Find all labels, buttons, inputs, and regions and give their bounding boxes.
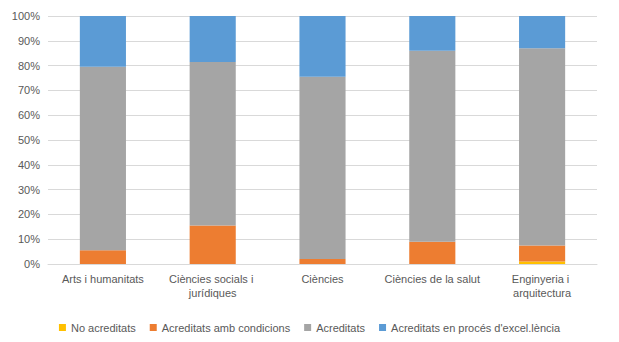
- svg-text:Acreditats en procés d'excel.l: Acreditats en procés d'excel.lència: [391, 322, 561, 334]
- svg-text:70%: 70%: [18, 84, 40, 96]
- svg-text:90%: 90%: [18, 35, 40, 47]
- svg-text:40%: 40%: [18, 159, 40, 171]
- svg-text:60%: 60%: [18, 109, 40, 121]
- svg-text:0%: 0%: [24, 258, 40, 270]
- svg-text:Ciències de la salut: Ciències de la salut: [385, 273, 480, 285]
- svg-text:Enginyeria i: Enginyeria i: [512, 273, 573, 285]
- svg-text:50%: 50%: [18, 134, 40, 146]
- svg-text:20%: 20%: [18, 208, 40, 220]
- svg-text:Ciències socials i: Ciències socials i: [169, 273, 256, 285]
- svg-text:80%: 80%: [18, 60, 40, 72]
- svg-text:Arts i humanitats: Arts i humanitats: [62, 273, 144, 285]
- svg-text:No acreditats: No acreditats: [71, 322, 136, 334]
- svg-text:Ciències: Ciències: [301, 273, 344, 285]
- svg-text:arquitectura: arquitectura: [513, 287, 572, 299]
- svg-text:10%: 10%: [18, 233, 40, 245]
- svg-text:jurídiques: jurídiques: [188, 287, 237, 299]
- svg-text:30%: 30%: [18, 184, 40, 196]
- svg-text:100%: 100%: [12, 10, 40, 22]
- svg-text:Acreditats: Acreditats: [316, 322, 365, 334]
- svg-text:Acreditats amb condicions: Acreditats amb condicions: [162, 322, 291, 334]
